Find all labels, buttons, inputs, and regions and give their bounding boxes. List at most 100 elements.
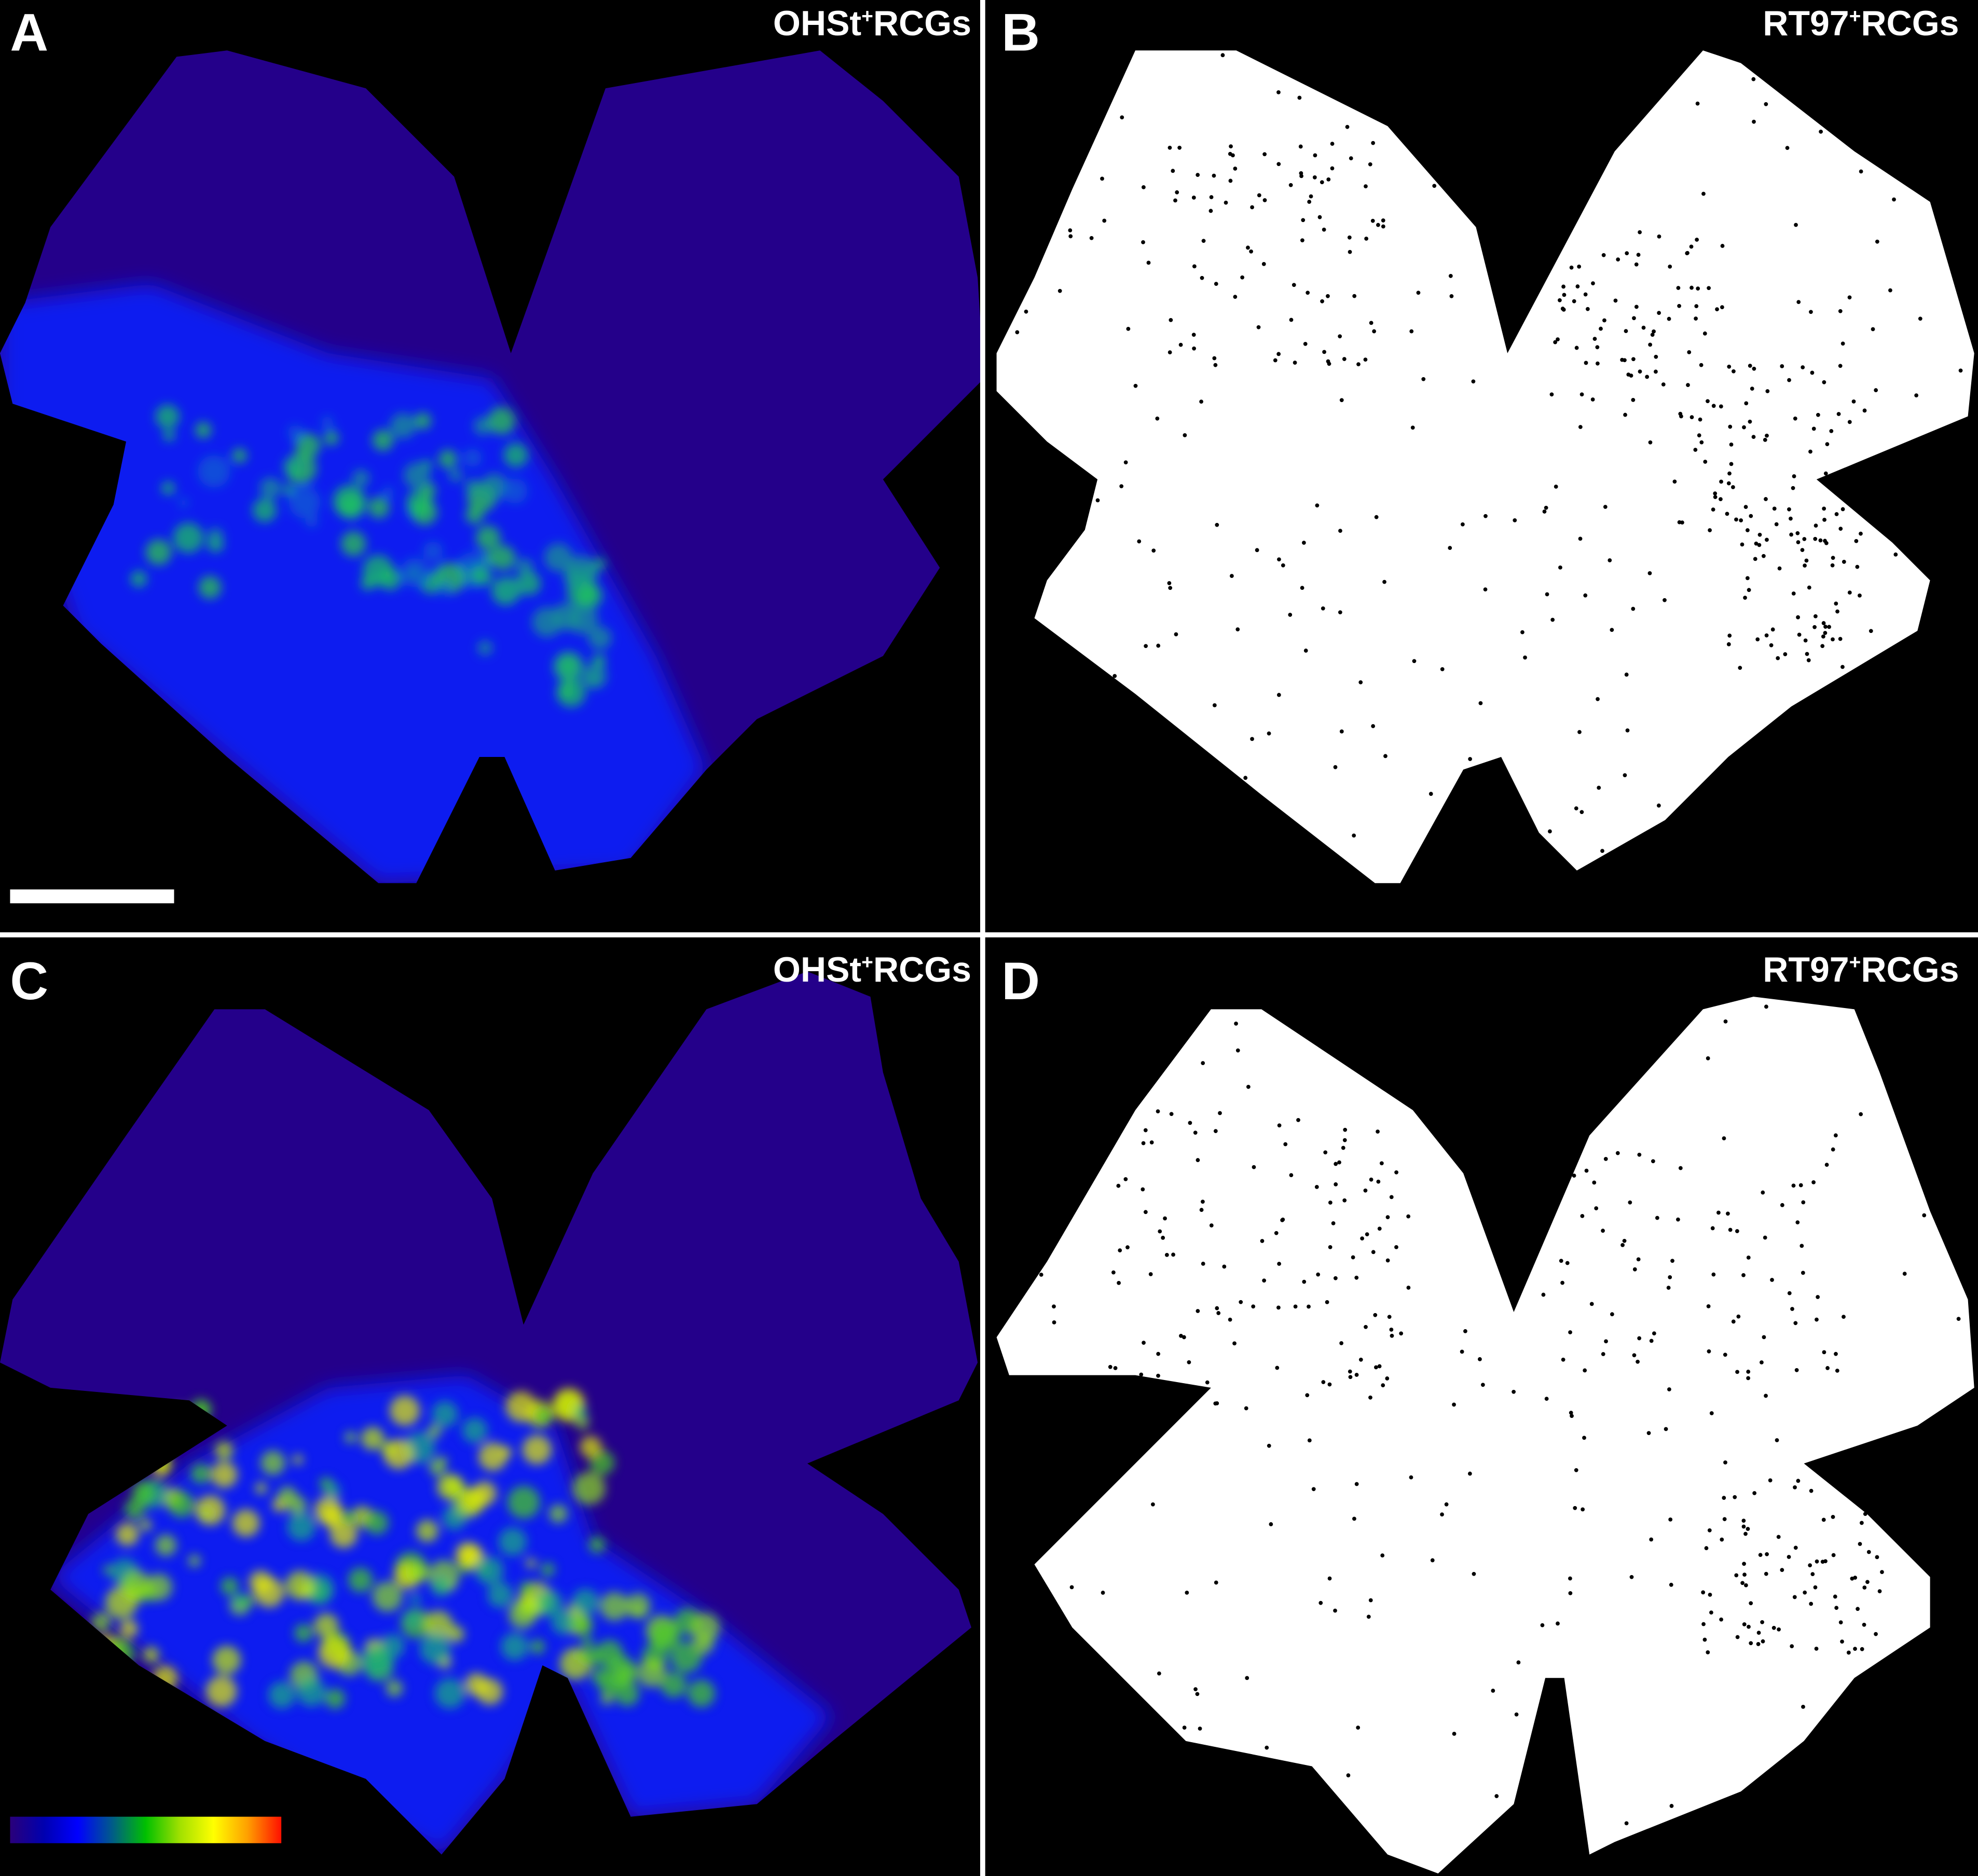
rgc-dot bbox=[1847, 590, 1852, 595]
rgc-dot bbox=[1809, 310, 1813, 314]
rgc-dot bbox=[1672, 479, 1677, 484]
retina-dot-map-b bbox=[996, 50, 1974, 884]
density-blob bbox=[460, 1487, 486, 1513]
rgc-dot bbox=[1770, 627, 1775, 632]
rgc-dot bbox=[1822, 380, 1826, 384]
rgc-dot bbox=[1842, 560, 1846, 564]
rgc-dot bbox=[1680, 520, 1684, 525]
rgc-dot bbox=[1369, 321, 1373, 325]
rgc-dot bbox=[1669, 1804, 1674, 1808]
rgc-dot bbox=[1729, 462, 1734, 466]
rgc-dot bbox=[1701, 1590, 1706, 1595]
rgc-dot bbox=[1874, 388, 1878, 392]
rgc-dot bbox=[1846, 1650, 1851, 1655]
rgc-dot bbox=[1703, 460, 1708, 464]
rgc-dot bbox=[1494, 1794, 1499, 1798]
rgc-dot bbox=[1343, 1127, 1348, 1132]
rgc-dot bbox=[1156, 643, 1161, 648]
rgc-dot bbox=[1749, 1641, 1753, 1646]
rgc-dot bbox=[1830, 563, 1835, 568]
density-blob bbox=[572, 1472, 606, 1505]
rgc-dot bbox=[1761, 554, 1766, 558]
density-blob bbox=[661, 1672, 687, 1698]
rgc-dot bbox=[1831, 556, 1835, 560]
density-blob bbox=[615, 1681, 640, 1706]
rgc-dot bbox=[1789, 516, 1793, 521]
density-blob bbox=[475, 1556, 504, 1585]
rgc-dot bbox=[1869, 629, 1873, 633]
rgc-dot bbox=[1440, 667, 1445, 671]
rgc-dot bbox=[1695, 101, 1700, 106]
rgc-dot bbox=[1205, 1380, 1210, 1385]
rgc-dots-b bbox=[1015, 53, 1963, 853]
rgc-dot bbox=[1752, 366, 1756, 371]
density-blob bbox=[503, 443, 528, 467]
density-blob bbox=[541, 1563, 555, 1577]
density-blob bbox=[319, 1477, 333, 1491]
rgc-dot bbox=[1374, 1365, 1378, 1370]
rgc-dot bbox=[1570, 1414, 1574, 1418]
rgc-dot bbox=[1722, 1136, 1726, 1140]
rgc-dot bbox=[1449, 294, 1454, 298]
rgc-dot bbox=[1706, 1304, 1711, 1308]
rgc-dot bbox=[1174, 632, 1178, 637]
rgc-dot bbox=[1668, 1517, 1673, 1522]
rgc-dot bbox=[1156, 1373, 1160, 1378]
rgc-dot bbox=[1568, 1330, 1572, 1334]
rgc-dot bbox=[1746, 1376, 1750, 1381]
density-blob bbox=[414, 412, 432, 430]
rgc-dot bbox=[1228, 1317, 1232, 1322]
rgc-dot bbox=[1118, 1248, 1122, 1252]
rgc-dot bbox=[1610, 628, 1614, 632]
panel-title-c: OHSt+RCGs bbox=[773, 950, 971, 989]
panel-b: B RT97+RCGs bbox=[996, 3, 1974, 884]
density-blob bbox=[403, 462, 430, 489]
rgc-dot bbox=[1267, 731, 1271, 736]
density-blob bbox=[519, 1581, 533, 1594]
rgc-dot bbox=[1141, 240, 1145, 244]
rgc-dot bbox=[1922, 1213, 1927, 1218]
rgc-dot bbox=[1220, 53, 1225, 58]
density-blob bbox=[91, 1612, 111, 1632]
rgc-dot bbox=[1601, 1229, 1605, 1233]
rgc-dot bbox=[1358, 680, 1363, 685]
density-blob bbox=[670, 1641, 702, 1673]
rgc-dot bbox=[1723, 1019, 1728, 1024]
rgc-dot bbox=[1167, 145, 1172, 150]
density-blob bbox=[161, 481, 175, 495]
rgc-dot bbox=[1637, 1336, 1642, 1341]
density-blob bbox=[600, 1592, 629, 1621]
density-blob bbox=[294, 1624, 313, 1643]
rgc-dot bbox=[1709, 1610, 1713, 1615]
rgc-dot bbox=[1663, 598, 1667, 602]
density-blob bbox=[145, 539, 172, 565]
rgc-dot bbox=[1255, 548, 1259, 553]
rgc-dot bbox=[1338, 610, 1342, 615]
rgc-dot bbox=[1338, 334, 1342, 339]
rgc-dot bbox=[1550, 617, 1555, 622]
rgc-dot bbox=[1689, 285, 1694, 290]
rgc-dot bbox=[1829, 429, 1834, 433]
density-blob bbox=[313, 1613, 339, 1638]
density-blob bbox=[633, 1607, 644, 1618]
rgc-dot bbox=[1069, 1585, 1074, 1590]
rgc-dot bbox=[1095, 498, 1100, 503]
rgc-dot bbox=[1791, 1183, 1796, 1188]
density-blob bbox=[427, 1424, 442, 1439]
density-blob bbox=[268, 1681, 295, 1709]
rgc-dot bbox=[1389, 1195, 1394, 1199]
rgc-dot bbox=[1847, 295, 1852, 300]
density-blob bbox=[596, 1639, 623, 1667]
rgc-dot bbox=[1554, 485, 1558, 489]
rgc-dot bbox=[1292, 283, 1296, 287]
rgc-dot bbox=[1622, 1238, 1627, 1243]
rgc-dot bbox=[1191, 333, 1196, 337]
rgc-dot bbox=[1821, 634, 1825, 639]
rgc-dot bbox=[1859, 1112, 1863, 1116]
rgc-dot bbox=[1875, 239, 1879, 244]
density-blob bbox=[295, 433, 321, 459]
rgc-dot bbox=[1835, 1369, 1839, 1373]
rgc-dot bbox=[1591, 281, 1595, 286]
rgc-dot bbox=[1610, 1312, 1614, 1317]
density-blob bbox=[580, 1436, 602, 1458]
